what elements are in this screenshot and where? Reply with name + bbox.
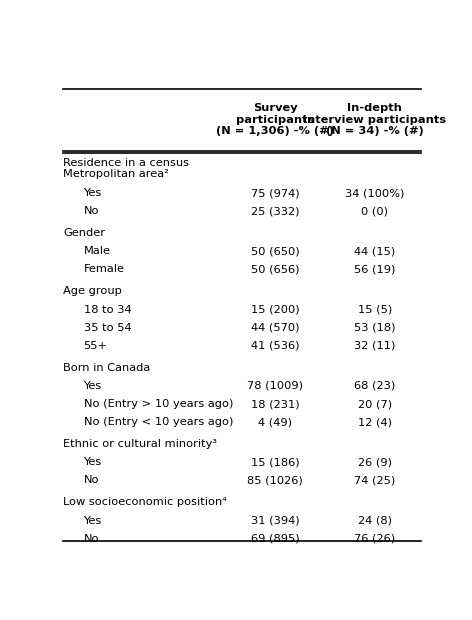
Text: 15 (186): 15 (186): [251, 458, 300, 467]
Text: 34 (100%): 34 (100%): [345, 188, 405, 198]
Text: 76 (26): 76 (26): [354, 534, 395, 544]
Text: Low socioeconomic position⁴: Low socioeconomic position⁴: [63, 497, 227, 507]
Text: 56 (19): 56 (19): [354, 265, 396, 275]
Text: Age group: Age group: [63, 286, 122, 296]
Text: 31 (394): 31 (394): [251, 516, 300, 526]
Text: 4 (49): 4 (49): [258, 417, 292, 427]
Text: In-depth
interview participants
(N = 34) -% (#): In-depth interview participants (N = 34)…: [303, 103, 446, 136]
Text: Yes: Yes: [84, 458, 102, 467]
Text: 35 to 54: 35 to 54: [84, 322, 131, 333]
Text: Ethnic or cultural minority³: Ethnic or cultural minority³: [63, 439, 218, 450]
Text: 69 (895): 69 (895): [251, 534, 300, 544]
Text: No: No: [84, 476, 99, 485]
Text: 55+: 55+: [84, 341, 108, 351]
Text: 15 (5): 15 (5): [358, 304, 392, 314]
Text: 15 (200): 15 (200): [251, 304, 300, 314]
Text: Gender: Gender: [63, 228, 105, 238]
Text: No: No: [84, 206, 99, 216]
Text: 18 to 34: 18 to 34: [84, 304, 131, 314]
Text: 25 (332): 25 (332): [251, 206, 299, 216]
Text: 41 (536): 41 (536): [251, 341, 299, 351]
Text: 50 (650): 50 (650): [251, 246, 300, 256]
Text: 26 (9): 26 (9): [358, 458, 392, 467]
Text: 12 (4): 12 (4): [358, 417, 392, 427]
Text: Survey
participants
(N = 1,306) -% (#): Survey participants (N = 1,306) -% (#): [216, 103, 334, 136]
Text: No (Entry > 10 years ago): No (Entry > 10 years ago): [84, 399, 233, 409]
Text: Residence in a census
Metropolitan area²: Residence in a census Metropolitan area²: [63, 158, 189, 179]
Text: 44 (15): 44 (15): [354, 246, 396, 256]
Text: Yes: Yes: [84, 188, 102, 198]
Text: 85 (1026): 85 (1026): [247, 476, 303, 485]
Text: 44 (570): 44 (570): [251, 322, 299, 333]
Text: 18 (231): 18 (231): [251, 399, 300, 409]
Text: 68 (23): 68 (23): [354, 381, 396, 391]
Text: Male: Male: [84, 246, 110, 256]
Text: 74 (25): 74 (25): [354, 476, 396, 485]
Text: Yes: Yes: [84, 381, 102, 391]
Text: Yes: Yes: [84, 516, 102, 526]
Text: 20 (7): 20 (7): [358, 399, 392, 409]
Text: 50 (656): 50 (656): [251, 265, 299, 275]
Text: Female: Female: [84, 265, 125, 275]
Text: 32 (11): 32 (11): [354, 341, 396, 351]
Text: No (Entry < 10 years ago): No (Entry < 10 years ago): [84, 417, 233, 427]
Text: 53 (18): 53 (18): [354, 322, 396, 333]
Text: No: No: [84, 534, 99, 544]
Text: Born in Canada: Born in Canada: [63, 363, 151, 373]
Text: 24 (8): 24 (8): [358, 516, 392, 526]
Text: 75 (974): 75 (974): [251, 188, 300, 198]
Text: 78 (1009): 78 (1009): [247, 381, 303, 391]
Text: 0 (0): 0 (0): [361, 206, 388, 216]
